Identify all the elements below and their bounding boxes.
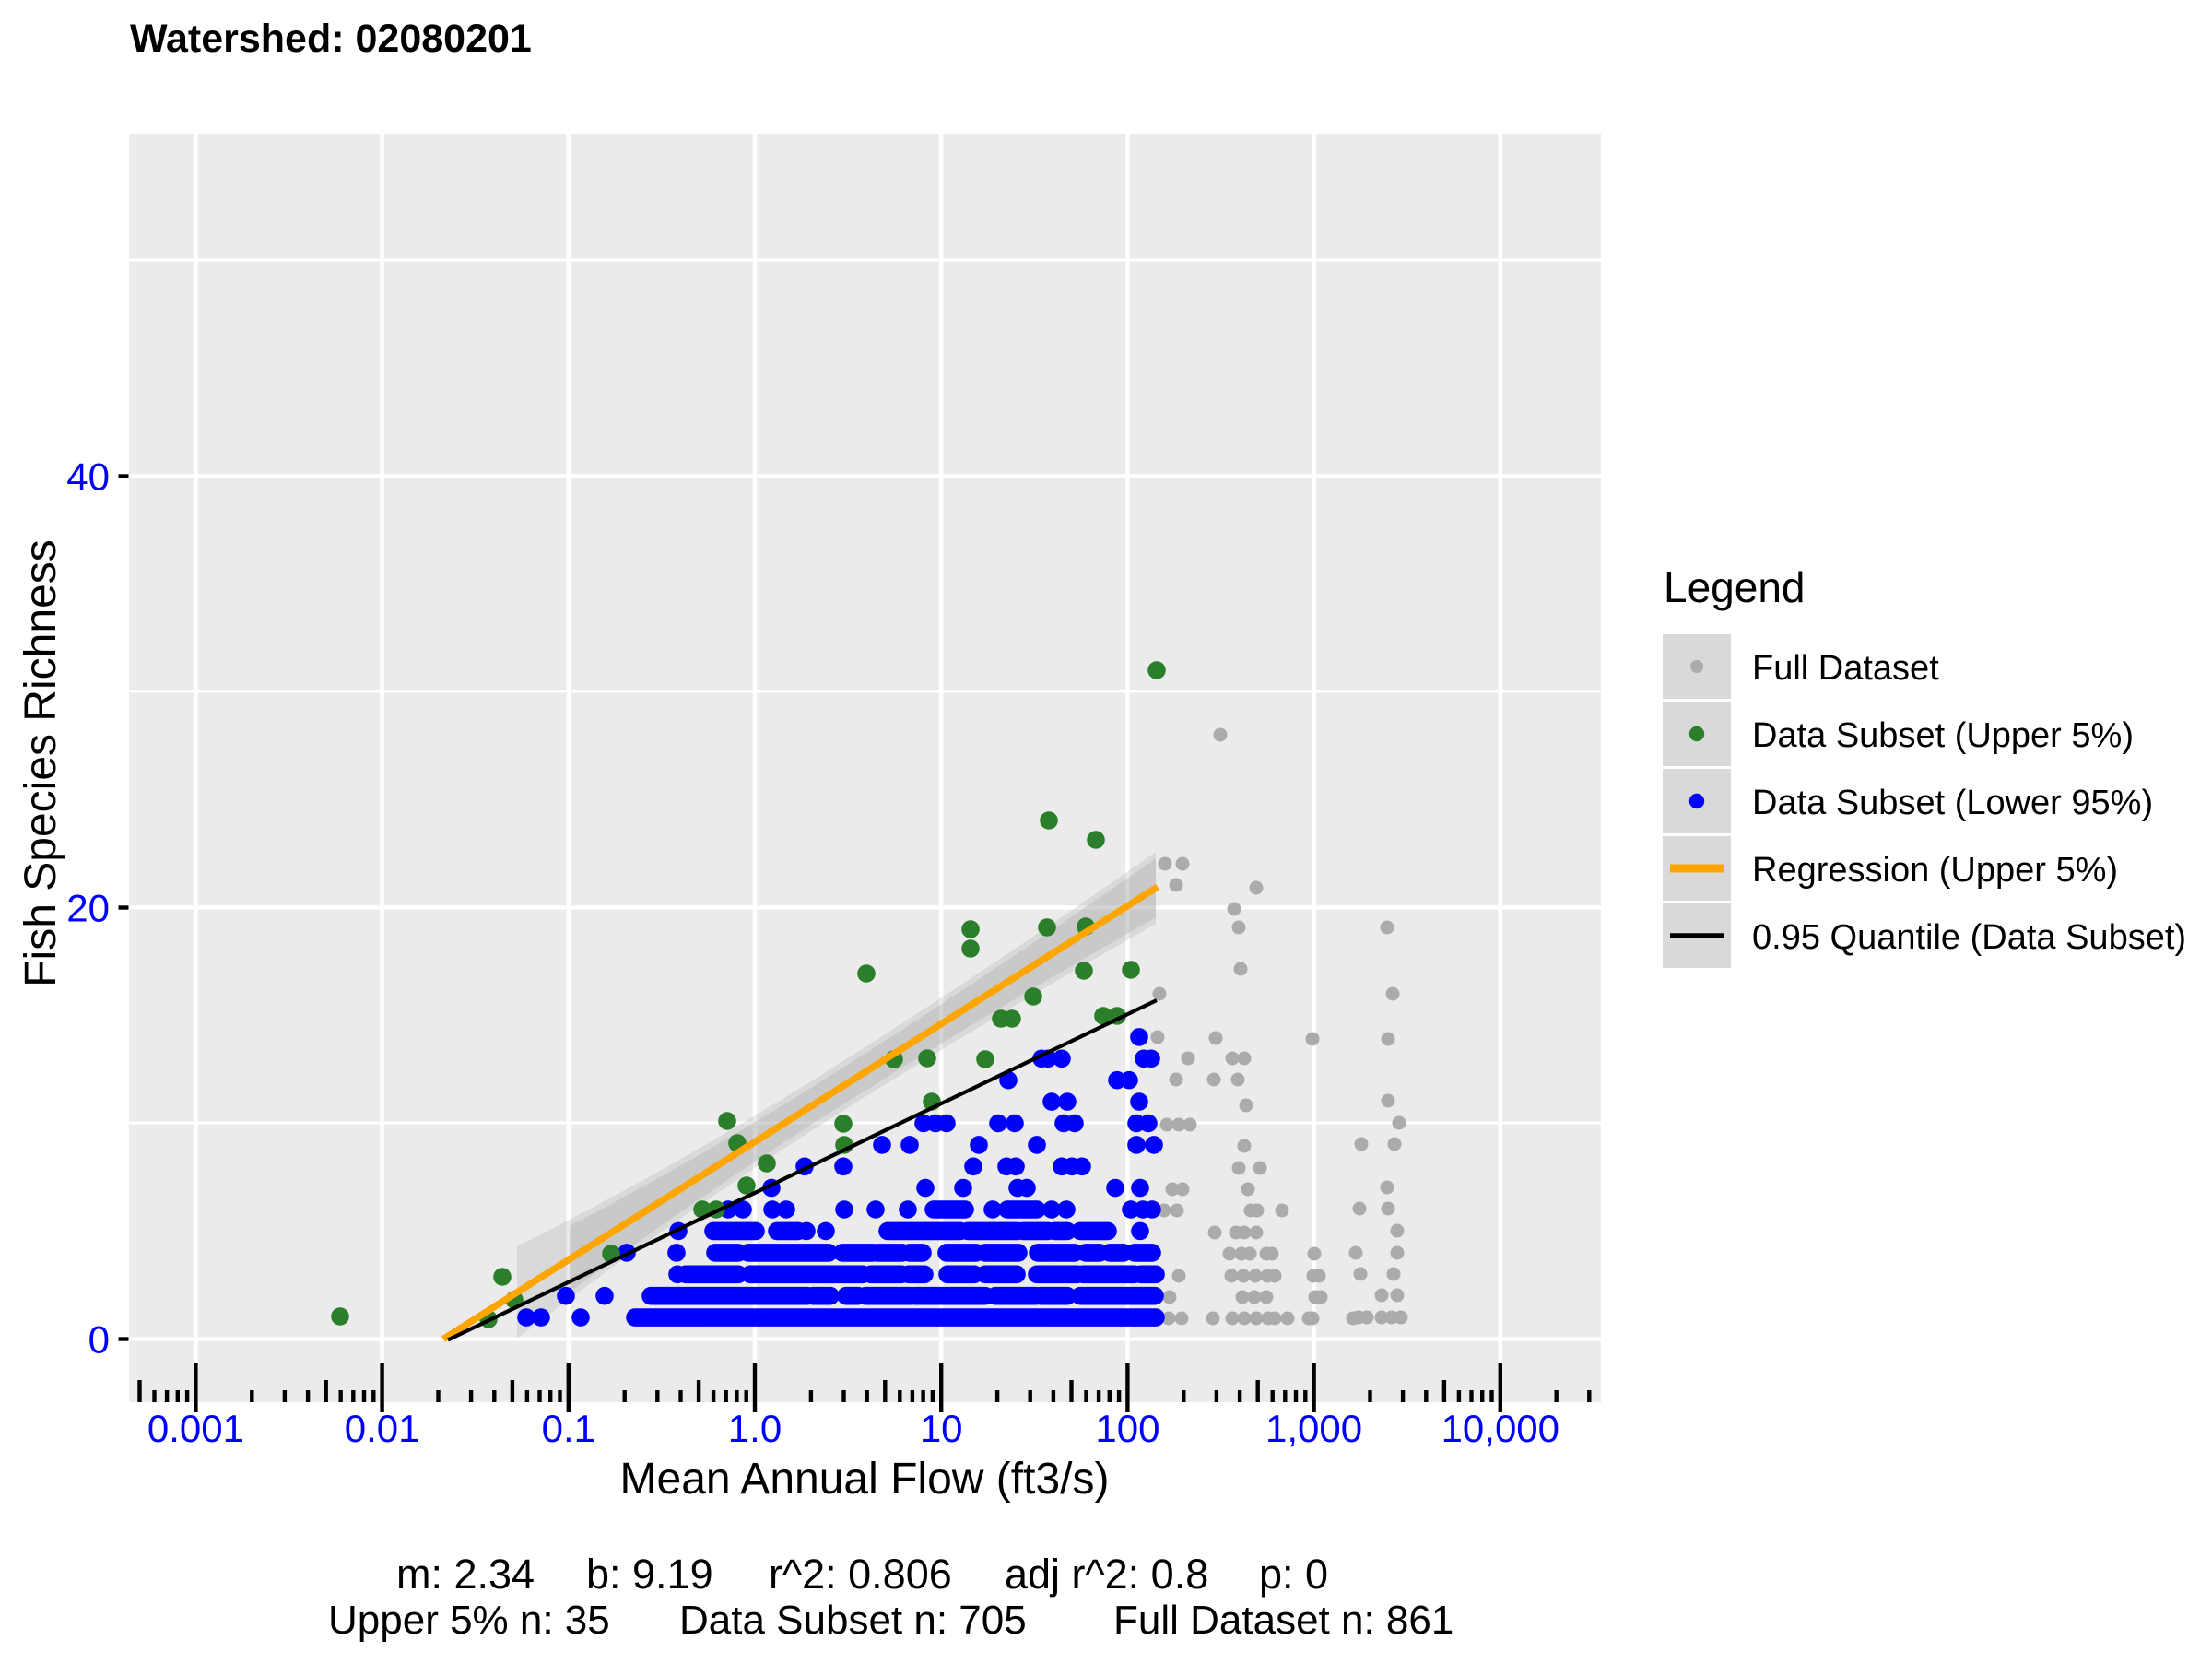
svg-text:10: 10: [920, 1407, 963, 1450]
svg-text:0.95 Quantile (Data Subset): 0.95 Quantile (Data Subset): [1752, 918, 2186, 957]
svg-text:b: 9.19: b: 9.19: [586, 1551, 713, 1598]
svg-text:Data Subset (Upper 5%): Data Subset (Upper 5%): [1752, 716, 2134, 755]
svg-text:Data Subset n: 705: Data Subset n: 705: [679, 1598, 1027, 1643]
svg-text:20: 20: [66, 887, 110, 930]
svg-text:Watershed: 02080201: Watershed: 02080201: [130, 17, 532, 61]
svg-text:1,000: 1,000: [1265, 1407, 1362, 1450]
svg-text:Regression (Upper 5%): Regression (Upper 5%): [1752, 851, 2118, 890]
svg-text:m: 2.34: m: 2.34: [396, 1551, 535, 1598]
svg-text:0.01: 0.01: [345, 1407, 420, 1450]
svg-text:Fish Species Richness: Fish Species Richness: [17, 539, 65, 987]
svg-text:Data Subset (Lower 95%): Data Subset (Lower 95%): [1752, 784, 2153, 822]
svg-text:1.0: 1.0: [728, 1407, 782, 1450]
svg-text:40: 40: [66, 455, 110, 499]
svg-text:0.001: 0.001: [147, 1407, 244, 1450]
svg-text:r^2: 0.806: r^2: 0.806: [769, 1551, 952, 1598]
svg-text:Mean Annual Flow (ft3/s): Mean Annual Flow (ft3/s): [620, 1455, 1110, 1504]
svg-text:10,000: 10,000: [1441, 1407, 1559, 1450]
svg-text:adj r^2: 0.8: adj r^2: 0.8: [1005, 1551, 1208, 1598]
svg-text:100: 100: [1095, 1407, 1159, 1450]
svg-text:0: 0: [88, 1318, 110, 1362]
svg-text:Full Dataset: Full Dataset: [1752, 649, 1939, 688]
svg-text:Full Dataset n: 861: Full Dataset n: 861: [1113, 1598, 1453, 1643]
svg-text:p: 0: p: 0: [1259, 1551, 1328, 1598]
svg-text:0.1: 0.1: [542, 1407, 595, 1450]
svg-text:Upper 5% n: 35: Upper 5% n: 35: [328, 1598, 610, 1643]
svg-text:Legend: Legend: [1664, 563, 1806, 611]
